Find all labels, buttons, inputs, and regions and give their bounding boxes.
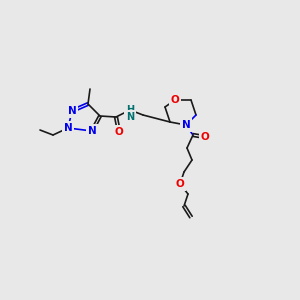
Text: O: O: [171, 95, 179, 105]
Text: N: N: [64, 123, 72, 133]
Text: N: N: [88, 126, 96, 136]
Text: N: N: [126, 112, 134, 122]
Text: N: N: [182, 120, 190, 130]
Text: H: H: [126, 105, 134, 115]
Text: O: O: [176, 179, 184, 189]
Text: N: N: [68, 106, 76, 116]
Text: O: O: [115, 127, 123, 137]
Text: O: O: [201, 132, 209, 142]
